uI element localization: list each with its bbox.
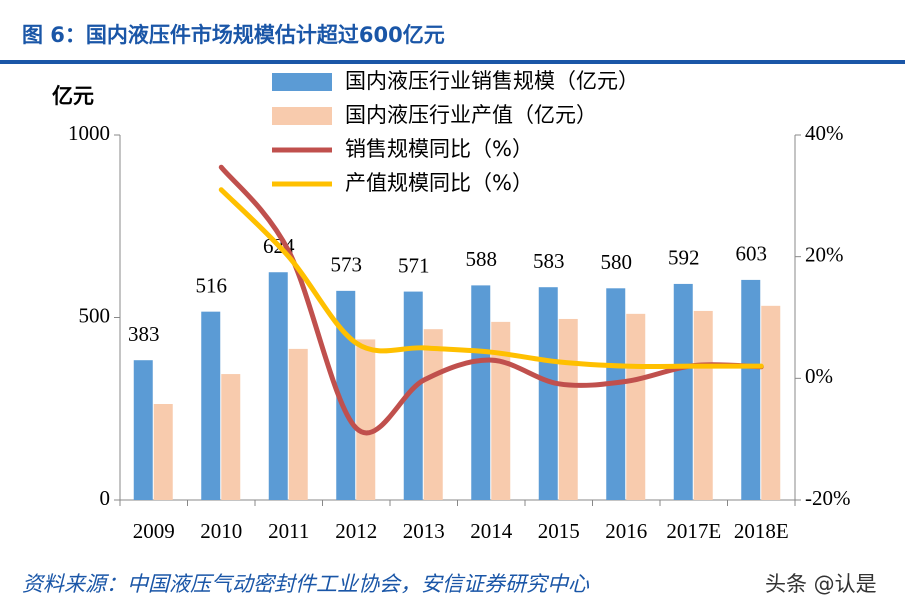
- data-label: 571: [398, 253, 430, 277]
- bar: [491, 321, 511, 500]
- x-tick-label: 2010: [200, 519, 242, 543]
- x-tick-label: 2016: [605, 519, 647, 543]
- bar: [336, 290, 356, 500]
- bar: [741, 279, 761, 500]
- bar: [356, 339, 376, 500]
- y2-tick-label: -20%: [805, 486, 851, 510]
- bar: [221, 374, 241, 500]
- bar: [761, 305, 781, 500]
- data-label: 583: [533, 249, 565, 273]
- y-tick-label: 0: [100, 486, 111, 510]
- x-tick-label: 2014: [470, 519, 513, 543]
- bar: [626, 313, 646, 500]
- data-label: 580: [601, 250, 633, 274]
- y2-tick-label: 20%: [805, 242, 844, 266]
- x-tick-label: 2017E: [666, 519, 721, 543]
- data-label: 383: [128, 322, 160, 346]
- source-note: 资料来源：中国液压气动密封件工业协会，安信证券研究中心: [22, 572, 590, 596]
- chart-title: 图 6：国内液压件市场规模估计超过600亿元: [22, 23, 445, 47]
- bar: [201, 311, 221, 500]
- watermark: 头条 @认是: [765, 572, 877, 596]
- legend-label: 国内液压行业销售规模（亿元）: [345, 69, 639, 93]
- data-label: 603: [736, 242, 768, 266]
- bar: [538, 287, 558, 500]
- bar: [606, 288, 626, 500]
- bar: [268, 272, 288, 500]
- x-tick-label: 2012: [335, 519, 377, 543]
- y2-tick-label: 0%: [805, 364, 833, 388]
- legend-swatch: [272, 107, 332, 125]
- bar: [133, 360, 153, 500]
- x-tick-label: 2015: [538, 519, 580, 543]
- x-tick-label: 2009: [133, 519, 175, 543]
- x-tick-label: 2013: [403, 519, 445, 543]
- x-tick-label: 2011: [268, 519, 309, 543]
- data-label: 588: [466, 247, 498, 271]
- bar: [693, 310, 713, 500]
- y2-tick-label: 40%: [805, 121, 844, 145]
- line-series: [218, 164, 764, 436]
- y-tick-label: 1000: [68, 121, 110, 145]
- data-label: 573: [331, 253, 363, 277]
- bar: [673, 283, 693, 500]
- x-tick-label: 2018E: [734, 519, 789, 543]
- bar: [558, 318, 578, 500]
- bar: [471, 285, 491, 500]
- bar: [403, 291, 423, 500]
- data-label: 516: [196, 273, 228, 297]
- line-series: [218, 187, 764, 369]
- legend-swatch: [272, 73, 332, 91]
- legend-label: 国内液压行业产值（亿元）: [345, 103, 597, 127]
- bar: [423, 329, 443, 500]
- y-axis-label: 亿元: [52, 84, 94, 108]
- data-label: 592: [668, 246, 700, 270]
- bar: [153, 404, 173, 500]
- y-tick-label: 500: [79, 303, 111, 327]
- legend-label: 销售规模同比（%）: [345, 137, 533, 161]
- title-rule: [0, 60, 905, 64]
- bar: [288, 348, 308, 500]
- legend-label: 产值规模同比（%）: [345, 171, 533, 195]
